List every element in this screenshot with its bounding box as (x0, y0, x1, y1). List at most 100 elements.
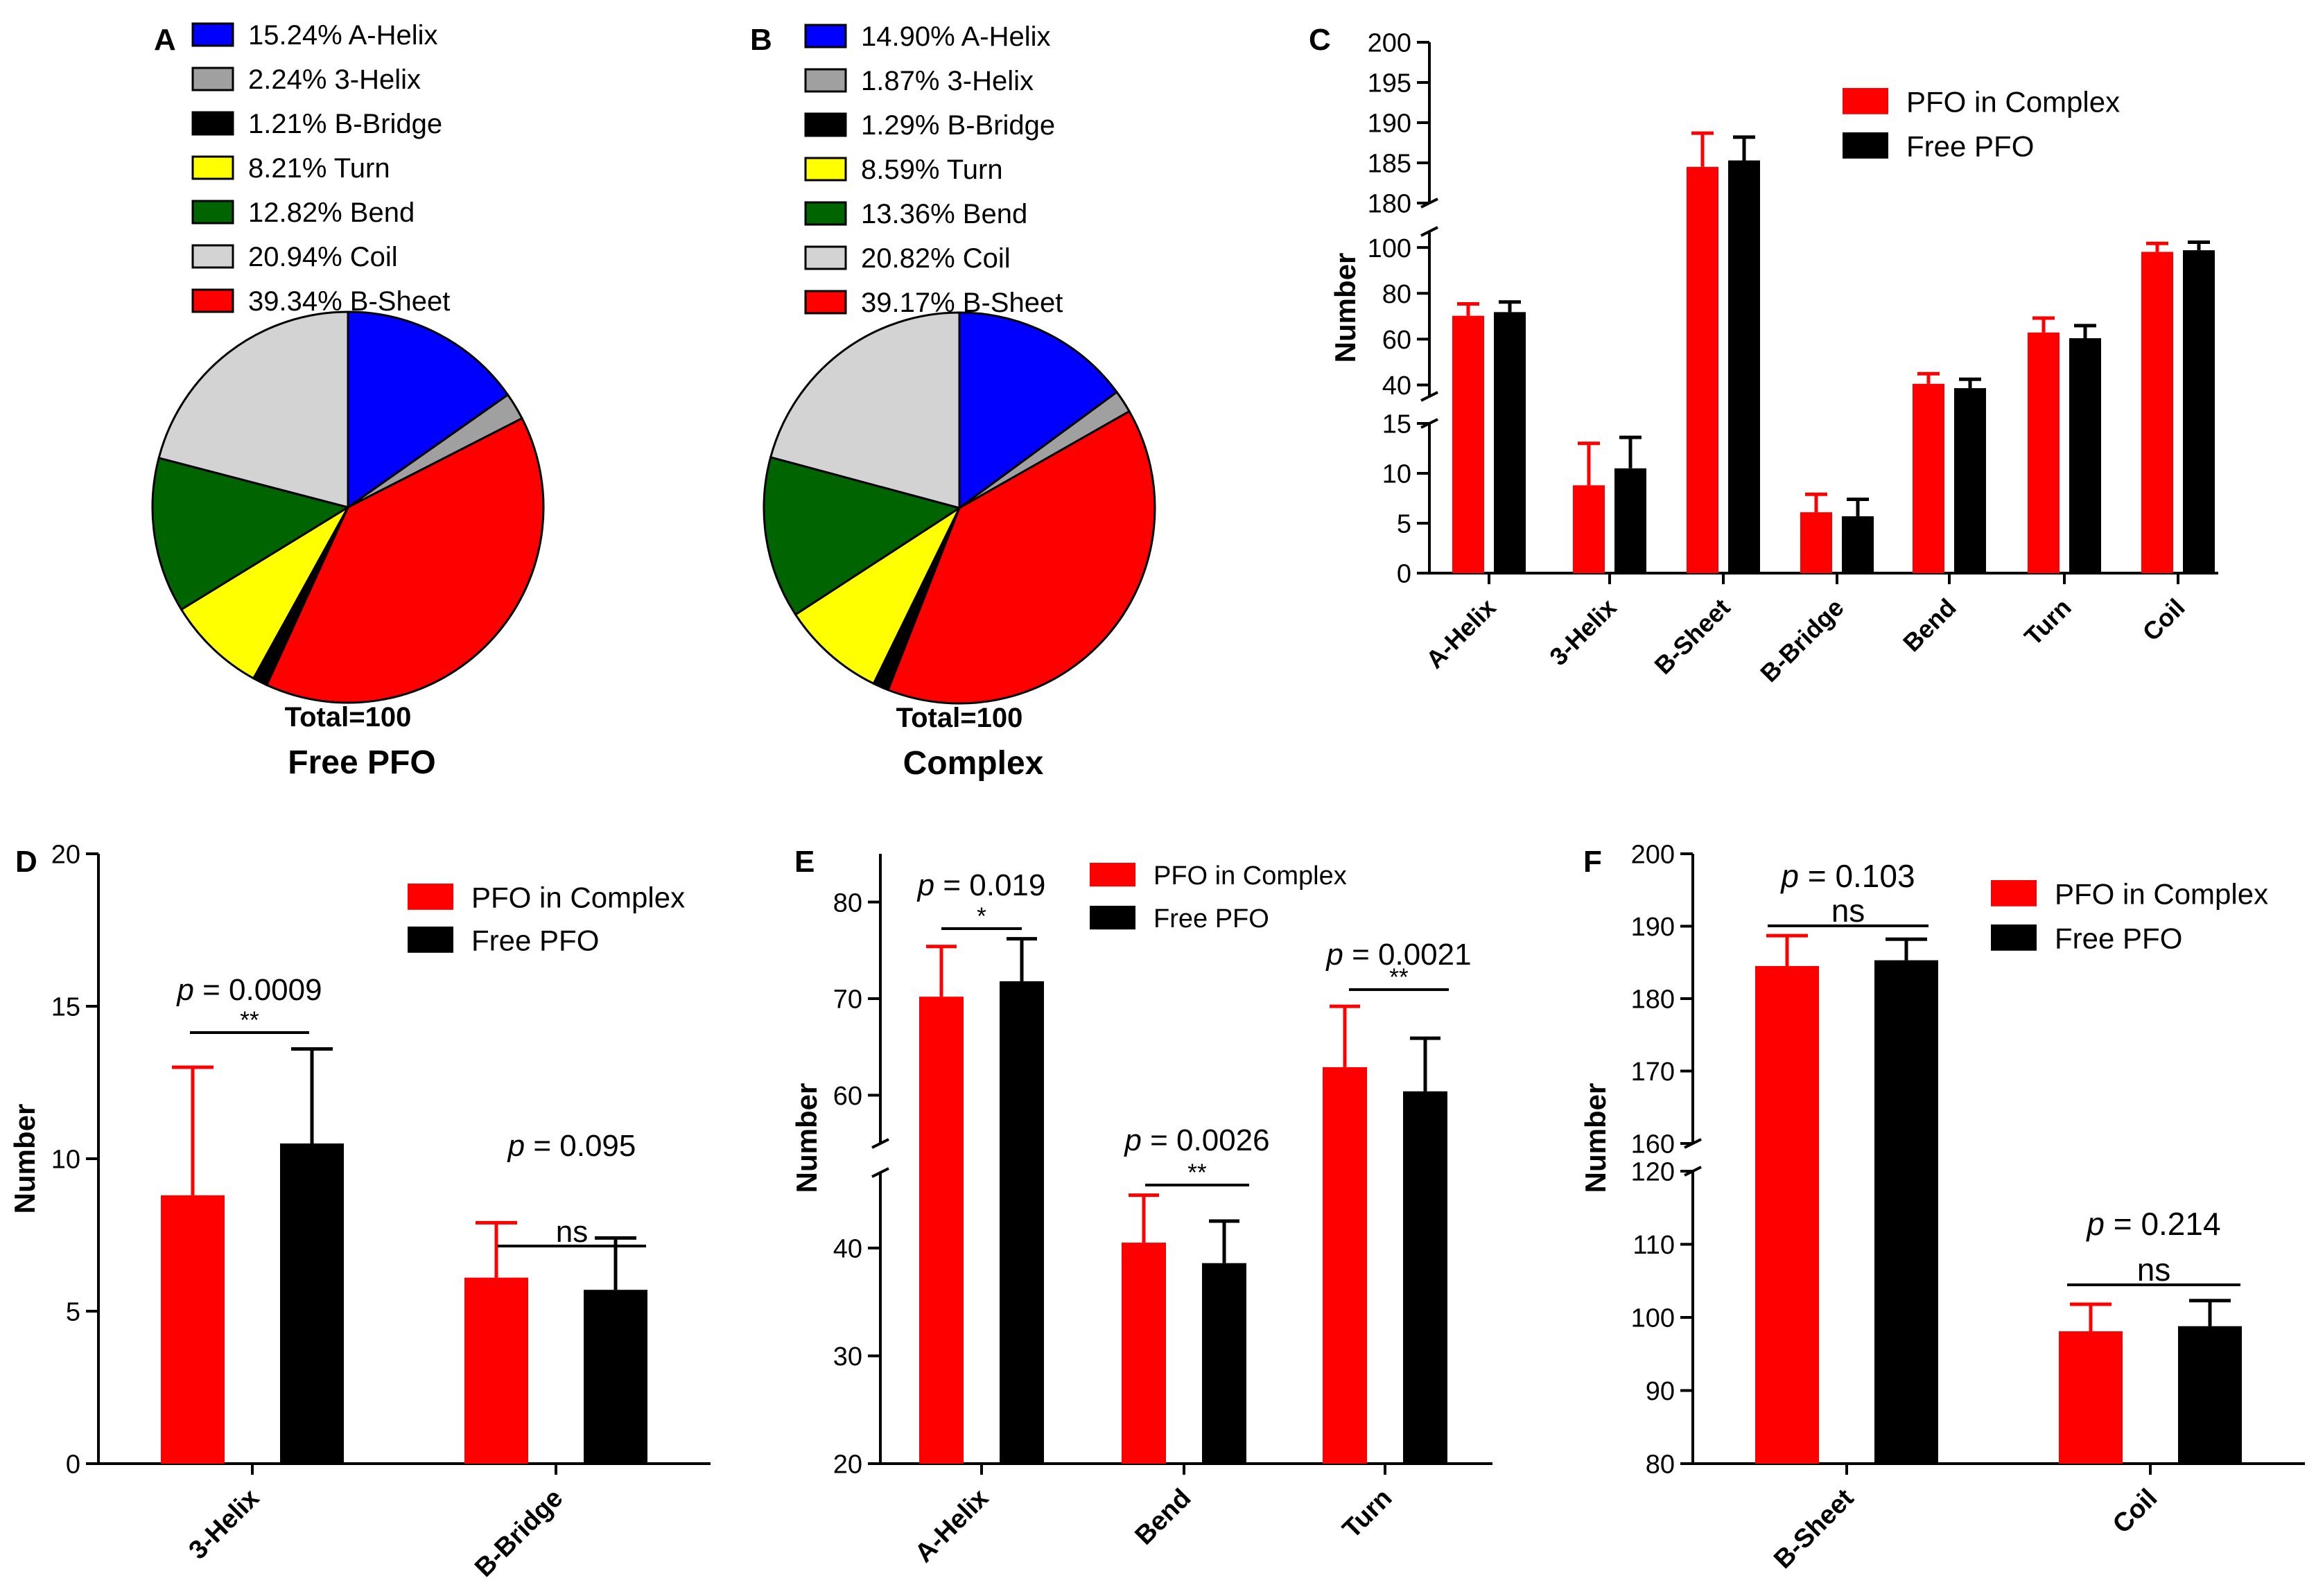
panel-c-axis-break (1420, 226, 1438, 237)
panel-c-y-tick-label: 80 (1382, 280, 1411, 309)
panel-e-x-tick-label: A-Helix (909, 1484, 994, 1568)
panel-f-y-tick-label: 190 (1631, 913, 1675, 942)
panel-f-label: F (1583, 845, 1602, 879)
panel-c-y-tick-label: 10 (1382, 460, 1411, 489)
panel-d-p-value: p = 0.095 (507, 1129, 636, 1163)
panel-d-bar-b-bridge-complex (464, 1277, 528, 1464)
panel-d-significance-mark: ns (556, 1215, 588, 1249)
pie-b-legend-label-b-bridge: 1.29% B-Bridge (861, 110, 1055, 141)
panel-c-label: C (1309, 23, 1331, 57)
pie-a-legend-label-3-helix: 2.24% 3-Helix (248, 64, 421, 95)
panel-c-legend-label-complex: PFO in Complex (1906, 85, 2120, 118)
panel-e-p-value: p = 0.019 (916, 868, 1046, 902)
panel-c-legend-swatch-complex (1843, 88, 1888, 114)
panel-e-significance-mark: * (977, 903, 986, 930)
pie-b-legend-swatch-b-bridge (804, 112, 847, 137)
panel-c-bar-bend-complex (1913, 383, 1944, 573)
pie-b-legend-label-bend: 13.36% Bend (861, 199, 1027, 229)
pie-a-legend-label-turn: 8.21% Turn (248, 153, 390, 184)
panel-d-x-tick-label: 3-Helix (184, 1484, 265, 1566)
panel-e-legend-label-complex: PFO in Complex (1153, 861, 1347, 891)
panel-c-bar-b-sheet-complex (1687, 166, 1718, 574)
panel-c-bar-b-sheet-free (1728, 160, 1760, 573)
panel-f-y-tick-label: 80 (1646, 1450, 1675, 1480)
panel-c-y-tick-label: 60 (1382, 326, 1411, 355)
panel-c-x-tick-label: Turn (2019, 593, 2077, 651)
panel-f-y-tick-label: 200 (1631, 841, 1675, 870)
panel-f-y-tick-label: 100 (1631, 1304, 1675, 1333)
panel-d-bar-3-helix-complex (161, 1195, 225, 1464)
panel-e-legend-label-free: Free PFO (1153, 904, 1269, 933)
panel-e-bar-bend-complex (1122, 1243, 1166, 1464)
pie-b-title: Complex (903, 745, 1044, 782)
panel-c-y-tick-label: 185 (1368, 150, 1411, 179)
panel-e-p-value: p = 0.0026 (1123, 1123, 1269, 1157)
pie-a-slice-turn (180, 504, 351, 680)
panel-c-bar-a-helix-complex (1452, 315, 1484, 573)
panel-c-x-tick-label: Bend (1897, 593, 1962, 658)
panel-f-bar-coil-free (2178, 1326, 2242, 1464)
panel-f-significance-mark: ns (1831, 893, 1865, 929)
pie-a-legend-swatch-3-helix (191, 67, 234, 91)
panel-e-y-tick-label: 20 (833, 1450, 862, 1480)
panel-c-y-tick-label: 40 (1382, 371, 1411, 401)
panel-d-y-tick-label: 0 (66, 1450, 80, 1480)
panel-c-bar-turn-free (2069, 338, 2101, 573)
pie-b-slice-coil (769, 311, 961, 509)
pie-a-legend-label-a-helix: 15.24% A-Helix (248, 20, 437, 51)
pie-a-legend-swatch-a-helix (191, 22, 234, 47)
panel-f-bar-b-sheet-free (1874, 960, 1938, 1464)
panel-c-bar-3-helix-free (1614, 468, 1646, 573)
panel-f-legend-label-free: Free PFO (2055, 922, 2182, 954)
panel-d-legend-swatch-complex (408, 884, 453, 910)
panel-f-bar-coil-complex (2059, 1331, 2123, 1464)
panel-c-bar-b-bridge-free (1842, 516, 1874, 573)
pie-a-legend-label-b-bridge: 1.21% B-Bridge (248, 109, 442, 139)
pie-a-legend-swatch-b-bridge (191, 111, 234, 136)
panel-c-y-tick-label: 190 (1368, 109, 1411, 139)
panel-f-legend-swatch-complex (1991, 880, 2037, 906)
panel-c-legend-label-free: Free PFO (1906, 130, 2034, 162)
panel-f-y-tick-label: 90 (1646, 1377, 1675, 1406)
panel-f-legend-label-complex: PFO in Complex (2055, 877, 2268, 910)
panel-d-legend-label-free: Free PFO (471, 924, 599, 956)
pie-b-slice-turn (794, 505, 962, 685)
panel-c-legend-swatch-free (1843, 132, 1888, 159)
panel-d-legend-swatch-free (408, 927, 453, 953)
pie-b-slice-a-helix (958, 311, 1119, 510)
panel-e-y-tick-label: 70 (833, 985, 862, 1015)
panel-b-label: B (750, 23, 772, 57)
panel-e-y-tick-label: 80 (833, 888, 862, 918)
panel-e-y-tick-label: 60 (833, 1082, 862, 1111)
panel-e-axis-break (871, 1138, 889, 1149)
panel-c-bar-bend-free (1954, 388, 1986, 573)
panel-f-x-tick-label: Coil (2107, 1484, 2163, 1539)
panel-e-bar-a-helix-complex (919, 997, 964, 1464)
panel-e-axis-break (871, 1167, 889, 1178)
panel-e-legend-swatch-free (1090, 906, 1135, 930)
panel-c-bar-coil-free (2183, 250, 2215, 573)
panel-d-p-value: p = 0.0009 (175, 973, 322, 1007)
panel-f-p-value: p = 0.103 (1779, 858, 1915, 894)
panel-f-significance-mark: ns (2137, 1252, 2171, 1288)
pie-b-legend-swatch-3-helix (804, 68, 847, 93)
panel-e-x-tick-label: Turn (1337, 1484, 1398, 1544)
panel-c-y-tick-label: 0 (1397, 560, 1411, 589)
panel-c-y-tick-label: 100 (1368, 234, 1411, 263)
panel-a-label: A (154, 23, 176, 57)
panel-c-x-tick-label: B-Sheet (1648, 593, 1735, 680)
panel-e-bar-bend-free (1202, 1263, 1246, 1464)
pie-b-legend-label-turn: 8.59% Turn (861, 155, 1003, 185)
panel-c-y-axis-title: Number (1329, 253, 1361, 363)
panel-f-bar-b-sheet-complex (1755, 965, 1819, 1464)
panel-f-y-axis-title: Number (1579, 1083, 1612, 1193)
panel-f-y-tick-label: 170 (1631, 1058, 1675, 1087)
panel-e-p-value: p = 0.0021 (1325, 938, 1471, 972)
pie-a-slice-b-sheet (265, 416, 545, 704)
panel-c-axis-break (1420, 391, 1438, 402)
panel-c-bar-b-bridge-complex (1800, 512, 1832, 573)
pie-a-legend-swatch-turn (191, 155, 234, 180)
panel-d-y-tick-label: 15 (51, 993, 80, 1022)
pie-b-legend-label-3-helix: 1.87% 3-Helix (861, 66, 1034, 96)
